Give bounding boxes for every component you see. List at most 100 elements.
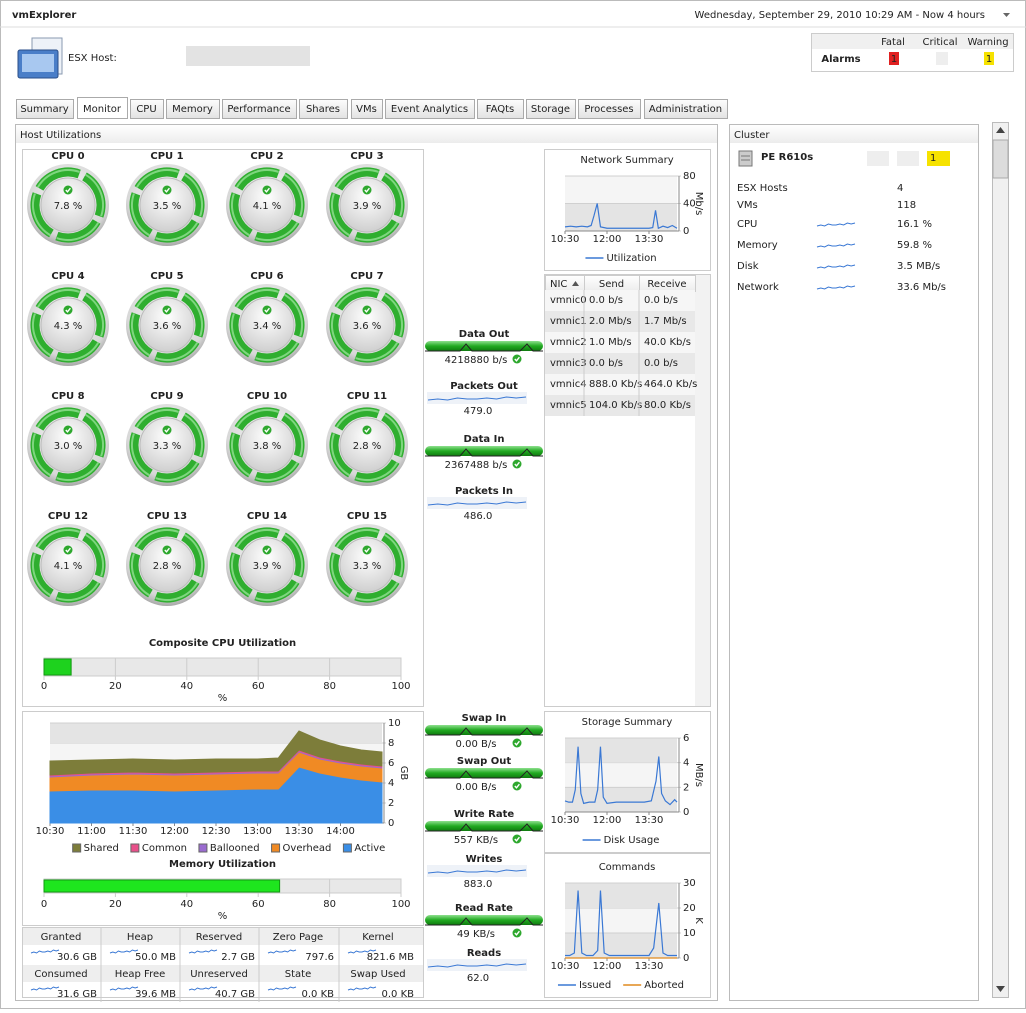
stat-label: Granted	[41, 932, 82, 943]
status-ok	[513, 460, 522, 469]
legend-swatch	[343, 844, 351, 852]
tab-label[interactable]: Processes	[584, 104, 633, 115]
y-tick-label: 0	[683, 226, 689, 237]
grid-band	[50, 723, 382, 743]
status-ok	[363, 186, 372, 195]
table-cell: vmnic1	[550, 316, 587, 327]
table-cell: vmnic2	[550, 337, 587, 348]
flow-label: Data In	[464, 434, 505, 445]
status-ok	[163, 546, 172, 555]
y-tick-label: 10	[683, 928, 696, 939]
status-ok	[263, 186, 272, 195]
tab-label[interactable]: Storage	[531, 104, 570, 115]
x-tick-label: 13:30	[285, 826, 314, 837]
y-tick-label: 0	[683, 807, 689, 818]
tab-label[interactable]: Memory	[172, 104, 213, 115]
cluster-value: 118	[897, 200, 916, 211]
x-tick-label: 12:00	[593, 234, 622, 245]
stat-label: Reserved	[196, 932, 243, 943]
table-cell: 80.0 Kb/s	[644, 400, 691, 411]
x-tick-label: 0	[41, 681, 47, 692]
legend-swatch	[73, 844, 81, 852]
cpu-name: CPU 0	[51, 151, 84, 162]
tab-label[interactable]: Summary	[20, 104, 68, 115]
status-ok	[513, 355, 522, 364]
tab-label[interactable]: Shares	[306, 104, 340, 115]
tab-label[interactable]: Performance	[227, 104, 290, 115]
table-header: NIC	[550, 279, 567, 290]
stat-value: 0.0 KB	[382, 989, 415, 1000]
stat-label: Consumed	[34, 969, 87, 980]
x-tick-label: 0	[41, 899, 47, 910]
x-tick-label: 40	[180, 681, 193, 692]
tab-label[interactable]: FAQts	[486, 104, 515, 115]
time-range[interactable]: Wednesday, September 29, 2010 10:29 AM -…	[695, 10, 985, 21]
legend-swatch	[131, 844, 139, 852]
cluster-label: VMs	[737, 200, 758, 211]
cpu-name: CPU 15	[347, 511, 387, 522]
tab-label[interactable]: CPU	[136, 104, 156, 115]
table-header: Receive	[647, 279, 686, 290]
flow-value: 883.0	[464, 879, 493, 890]
cluster-label: CPU	[737, 219, 757, 230]
y-tick-label: 80	[683, 171, 696, 182]
alarm-column: Critical	[923, 37, 958, 48]
grid-band	[565, 883, 677, 908]
x-tick-label: 12:00	[593, 815, 622, 826]
nic-scrollbar[interactable]	[695, 275, 710, 706]
table-cell: vmnic4	[550, 379, 587, 390]
y-tick-label: 8	[388, 738, 394, 749]
y-tick-label: 10	[388, 718, 401, 729]
y-tick-label: 0	[683, 953, 689, 964]
flow-label: Packets In	[455, 486, 513, 497]
cluster-value: 59.8 %	[897, 240, 932, 251]
y-tick-label: 2	[683, 782, 689, 793]
cpu-value: 3.3 %	[353, 561, 382, 572]
legend-label: Utilization	[606, 253, 656, 264]
status-ok	[363, 546, 372, 555]
stat-value: 39.6 MB	[135, 989, 176, 1000]
table-cell: vmnic3	[550, 358, 587, 369]
scrollbar[interactable]	[993, 123, 1009, 998]
alarm-column: Fatal	[881, 37, 905, 48]
status-ok	[163, 426, 172, 435]
cluster-value: 4	[897, 183, 903, 194]
alarm-column: Warning	[967, 37, 1008, 48]
x-tick-label: 11:00	[77, 826, 106, 837]
y-axis-label: Mb/s	[693, 192, 704, 216]
tab-label[interactable]: VMs	[356, 104, 377, 115]
stat-value: 797.6	[305, 952, 334, 963]
x-tick-label: 80	[323, 681, 336, 692]
x-tick-label: 11:30	[119, 826, 148, 837]
tab-label[interactable]: Administration	[649, 104, 722, 115]
stat-label: Swap Used	[350, 969, 405, 980]
cpu-name: CPU 11	[347, 391, 387, 402]
legend-label: Issued	[579, 980, 611, 991]
y-tick-label: 0	[388, 818, 394, 829]
flow-value: 557 KB/s	[454, 835, 498, 846]
x-axis-label: %	[218, 693, 228, 704]
stat-value: 50.0 MB	[135, 952, 176, 963]
tab-label[interactable]: Monitor	[83, 104, 122, 115]
status-ok	[64, 306, 73, 315]
tab-label[interactable]: Event Analytics	[391, 104, 468, 115]
cluster-critical	[897, 151, 919, 166]
chart-title: Commands	[599, 862, 656, 873]
table-cell: 0.0 b/s	[644, 295, 678, 306]
grid-band	[565, 738, 677, 763]
table-cell: 40.0 Kb/s	[644, 337, 691, 348]
cpu-name: CPU 9	[150, 391, 183, 402]
legend-label: Shared	[84, 843, 119, 854]
x-tick-label: 13:30	[635, 961, 664, 972]
stat-label: Kernel	[362, 932, 393, 943]
flow-label: Reads	[467, 948, 501, 959]
cluster-value: 33.6 Mb/s	[897, 282, 946, 293]
stat-label: State	[285, 969, 311, 980]
cpu-value: 4.1 %	[54, 561, 83, 572]
status-ok	[513, 929, 522, 938]
table-cell: 0.0 b/s	[589, 295, 623, 306]
chart-title: Network Summary	[580, 155, 673, 166]
table-cell: 104.0 Kb/s	[589, 400, 642, 411]
cpu-value: 3.3 %	[153, 441, 182, 452]
